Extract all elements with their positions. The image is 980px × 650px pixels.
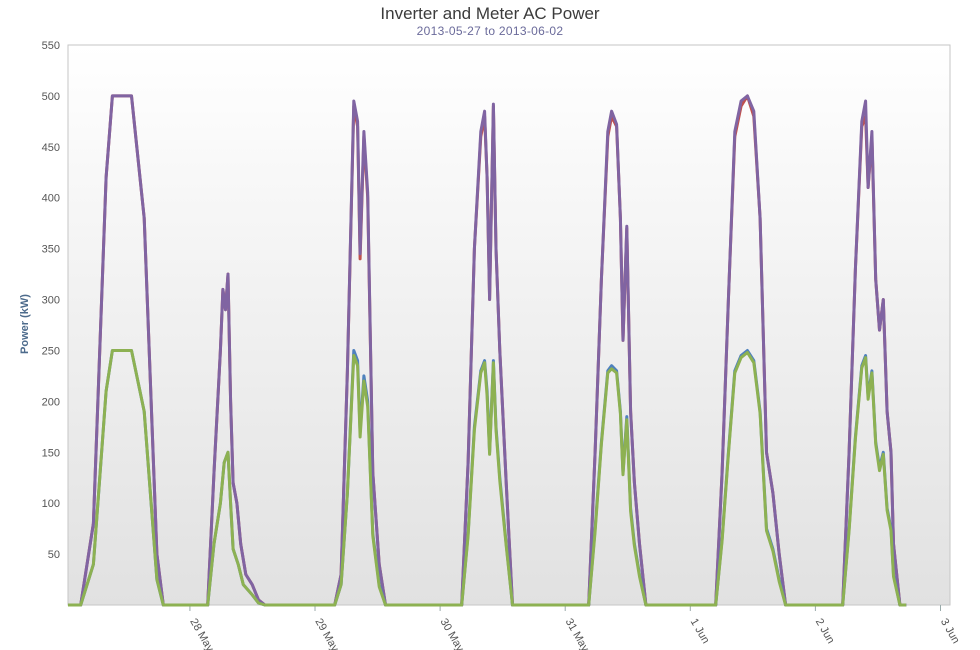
x-tick-label: 2 Jun (813, 617, 837, 646)
y-tick-label: 50 (48, 549, 60, 561)
y-tick-label: 150 (42, 447, 60, 459)
y-tick-label: 500 (42, 91, 60, 103)
series-line-4 (68, 349, 907, 607)
y-tick-label: 550 (42, 40, 60, 52)
x-tick-label: 31 May (563, 617, 592, 650)
x-tick-label: 30 May (438, 617, 467, 650)
chart-title: Inverter and Meter AC Power (380, 4, 600, 23)
x-tick-label: 3 Jun (938, 617, 962, 646)
y-tick-label: 250 (42, 345, 60, 357)
y-tick-label: 100 (42, 498, 60, 510)
x-tick-label: 29 May (312, 617, 341, 650)
y-tick-label: 400 (42, 193, 60, 205)
chart-subtitle: 2013-05-27 to 2013-06-02 (416, 24, 564, 38)
y-tick-label: 450 (42, 142, 60, 154)
y-tick-label: 200 (42, 396, 60, 408)
y-tick-label: 350 (42, 244, 60, 256)
x-tick-label: 1 Jun (688, 617, 712, 646)
x-tick-label: 28 May (187, 617, 216, 650)
y-tick-label: 300 (42, 295, 60, 307)
